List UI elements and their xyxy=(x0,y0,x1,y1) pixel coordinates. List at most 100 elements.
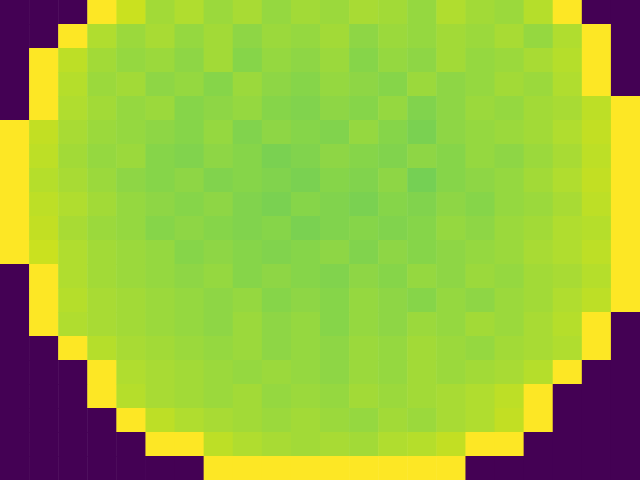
heatmap-cell xyxy=(291,168,321,193)
heatmap-cell xyxy=(175,120,205,145)
heatmap-cell xyxy=(495,96,525,121)
heatmap-cell xyxy=(495,408,525,433)
heatmap-cell xyxy=(262,384,292,409)
heatmap-cell xyxy=(349,120,379,145)
heatmap-cell xyxy=(175,24,205,49)
heatmap-cell xyxy=(262,72,292,97)
heatmap-cell xyxy=(29,312,59,337)
heatmap-cell xyxy=(87,0,117,25)
heatmap-cell xyxy=(262,336,292,361)
heatmap-cell xyxy=(378,216,408,241)
heatmap-cell xyxy=(29,144,59,169)
heatmap-cell xyxy=(0,240,30,265)
heatmap-cell xyxy=(378,96,408,121)
heatmap-cell xyxy=(116,240,146,265)
heatmap-cell xyxy=(524,384,554,409)
heatmap-cell xyxy=(233,264,263,289)
heatmap-cell xyxy=(378,120,408,145)
heatmap-cell xyxy=(465,408,495,433)
heatmap-cell xyxy=(320,264,350,289)
heatmap-cell xyxy=(582,336,612,361)
heatmap-cell xyxy=(495,120,525,145)
heatmap-cell xyxy=(87,384,117,409)
heatmap-cell xyxy=(145,264,175,289)
heatmap-cell xyxy=(378,336,408,361)
heatmap-cell xyxy=(87,192,117,217)
heatmap-cell xyxy=(233,312,263,337)
heatmap-cell xyxy=(116,48,146,73)
heatmap-cell xyxy=(320,96,350,121)
heatmap-cell xyxy=(465,24,495,49)
heatmap-cell xyxy=(291,72,321,97)
heatmap-cell xyxy=(0,384,30,409)
heatmap-cell xyxy=(58,192,88,217)
heatmap-cell xyxy=(524,48,554,73)
heatmap-cell xyxy=(349,408,379,433)
heatmap-cell xyxy=(87,144,117,169)
heatmap-cell xyxy=(553,144,583,169)
heatmap-cell xyxy=(320,0,350,25)
heatmap-cell xyxy=(611,336,640,361)
heatmap-cell xyxy=(175,336,205,361)
heatmap-cell xyxy=(349,456,379,480)
heatmap-cell xyxy=(58,216,88,241)
heatmap-cell xyxy=(175,168,205,193)
heatmap-cell xyxy=(291,96,321,121)
heatmap-cell xyxy=(58,96,88,121)
heatmap-cell xyxy=(58,24,88,49)
heatmap-cell xyxy=(611,360,640,385)
heatmap-cell xyxy=(349,264,379,289)
heatmap-cell xyxy=(204,360,234,385)
heatmap-cell xyxy=(349,192,379,217)
heatmap-cell xyxy=(582,24,612,49)
heatmap-cell xyxy=(291,0,321,25)
heatmap-cell xyxy=(29,360,59,385)
heatmap-cell xyxy=(291,240,321,265)
heatmap-cell xyxy=(291,456,321,480)
heatmap-cell xyxy=(58,288,88,313)
heatmap-cell xyxy=(87,240,117,265)
heatmap-cell xyxy=(524,96,554,121)
heatmap-cell xyxy=(0,288,30,313)
heatmap-cell xyxy=(436,408,466,433)
heatmap-cell xyxy=(553,456,583,480)
heatmap-cell xyxy=(436,96,466,121)
heatmap-cell xyxy=(320,192,350,217)
heatmap-cell xyxy=(524,120,554,145)
heatmap-cell xyxy=(58,264,88,289)
heatmap-cell xyxy=(524,240,554,265)
heatmap-cell xyxy=(553,48,583,73)
heatmap-cell xyxy=(116,360,146,385)
heatmap-cell xyxy=(291,384,321,409)
heatmap-cell xyxy=(611,168,640,193)
heatmap-cell xyxy=(436,384,466,409)
heatmap-cell xyxy=(204,432,234,457)
heatmap-cell xyxy=(58,0,88,25)
heatmap-cell xyxy=(407,264,437,289)
heatmap-cell xyxy=(262,360,292,385)
heatmap-cell xyxy=(495,168,525,193)
heatmap-cell xyxy=(349,168,379,193)
heatmap-cell xyxy=(204,96,234,121)
heatmap-cell xyxy=(145,216,175,241)
heatmap-cell xyxy=(553,72,583,97)
heatmap-cell xyxy=(87,216,117,241)
heatmap-cell xyxy=(175,0,205,25)
heatmap-cell xyxy=(407,144,437,169)
heatmap-cell xyxy=(87,48,117,73)
heatmap-cell xyxy=(0,24,30,49)
heatmap-cell xyxy=(0,312,30,337)
heatmap-cell xyxy=(175,48,205,73)
heatmap-cell xyxy=(524,192,554,217)
heatmap-cell xyxy=(436,456,466,480)
heatmap-cell xyxy=(262,408,292,433)
heatmap-cell xyxy=(582,48,612,73)
heatmap-cell xyxy=(378,48,408,73)
heatmap-cell xyxy=(87,360,117,385)
heatmap-cell xyxy=(175,96,205,121)
heatmap-cell xyxy=(116,72,146,97)
heatmap-cell xyxy=(582,360,612,385)
heatmap-cell xyxy=(87,96,117,121)
heatmap-cell xyxy=(145,168,175,193)
heatmap-cell xyxy=(58,432,88,457)
